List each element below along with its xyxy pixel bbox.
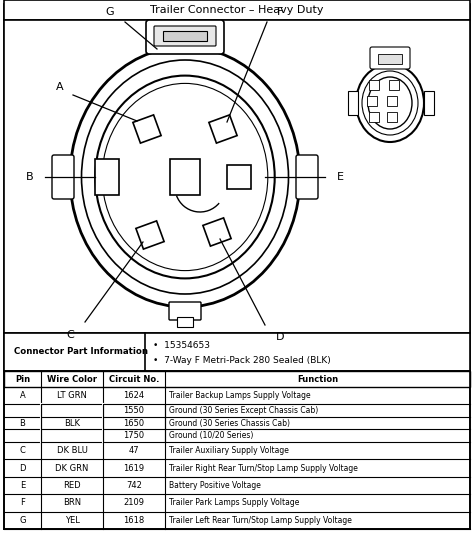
FancyBboxPatch shape bbox=[163, 31, 207, 41]
Bar bbox=[4, 20, 470, 333]
Bar bbox=[387, 112, 397, 122]
Text: 1650: 1650 bbox=[123, 419, 145, 427]
FancyBboxPatch shape bbox=[296, 155, 318, 199]
Bar bbox=[95, 159, 119, 195]
Ellipse shape bbox=[95, 76, 275, 278]
Text: •  7-Way F Metri-Pack 280 Sealed (BLK): • 7-Way F Metri-Pack 280 Sealed (BLK) bbox=[153, 356, 331, 365]
Text: E: E bbox=[20, 481, 25, 490]
Text: Trailer Connector – Heavy Duty: Trailer Connector – Heavy Duty bbox=[150, 5, 324, 15]
Ellipse shape bbox=[70, 47, 300, 307]
Text: LT GRN: LT GRN bbox=[57, 391, 87, 400]
FancyBboxPatch shape bbox=[154, 26, 216, 46]
FancyBboxPatch shape bbox=[52, 155, 74, 199]
Ellipse shape bbox=[356, 64, 424, 142]
Text: F: F bbox=[277, 7, 283, 17]
Text: Pin: Pin bbox=[15, 375, 30, 384]
Text: 47: 47 bbox=[128, 446, 139, 455]
Text: 742: 742 bbox=[126, 481, 142, 490]
Text: YEL: YEL bbox=[64, 516, 80, 525]
Text: D: D bbox=[19, 464, 26, 473]
Text: Trailer Park Lamps Supply Voltage: Trailer Park Lamps Supply Voltage bbox=[169, 498, 300, 507]
Text: BRN: BRN bbox=[63, 498, 81, 507]
Text: Trailer Backup Lamps Supply Voltage: Trailer Backup Lamps Supply Voltage bbox=[169, 391, 310, 400]
FancyBboxPatch shape bbox=[177, 317, 193, 327]
Text: Function: Function bbox=[297, 375, 338, 384]
Text: Connector Part Information: Connector Part Information bbox=[14, 348, 148, 357]
Text: •  15354653: • 15354653 bbox=[153, 341, 210, 350]
Text: Wire Color: Wire Color bbox=[47, 375, 97, 384]
Text: 1750: 1750 bbox=[123, 431, 145, 440]
Text: F: F bbox=[20, 498, 25, 507]
Text: 1550: 1550 bbox=[124, 406, 145, 415]
Bar bbox=[4, 0, 470, 20]
Text: 1618: 1618 bbox=[123, 516, 145, 525]
Text: Ground (30 Series Except Chassis Cab): Ground (30 Series Except Chassis Cab) bbox=[169, 406, 318, 415]
FancyBboxPatch shape bbox=[378, 54, 402, 64]
Bar bbox=[424, 91, 434, 115]
Text: E: E bbox=[337, 172, 344, 182]
Text: C: C bbox=[66, 330, 74, 340]
Text: BLK: BLK bbox=[64, 419, 80, 427]
Bar bbox=[367, 96, 377, 106]
Text: B: B bbox=[26, 172, 34, 182]
FancyBboxPatch shape bbox=[370, 47, 410, 69]
Text: Trailer Left Rear Turn/Stop Lamp Supply Voltage: Trailer Left Rear Turn/Stop Lamp Supply … bbox=[169, 516, 352, 525]
Text: Battery Positive Voltage: Battery Positive Voltage bbox=[169, 481, 261, 490]
Text: 1619: 1619 bbox=[123, 464, 145, 473]
Text: C: C bbox=[19, 446, 26, 455]
Bar bbox=[4, 371, 470, 387]
Text: DK GRN: DK GRN bbox=[55, 464, 89, 473]
Text: A: A bbox=[56, 82, 64, 92]
Bar bbox=[369, 80, 379, 90]
Text: G: G bbox=[19, 516, 26, 525]
Bar bbox=[387, 96, 397, 106]
Bar bbox=[369, 112, 379, 122]
FancyBboxPatch shape bbox=[146, 20, 224, 54]
Text: Circuit No.: Circuit No. bbox=[109, 375, 159, 384]
Polygon shape bbox=[209, 115, 237, 143]
Text: 2109: 2109 bbox=[124, 498, 145, 507]
Bar bbox=[4, 333, 470, 371]
Text: Ground (10/20 Series): Ground (10/20 Series) bbox=[169, 431, 254, 440]
Text: 1624: 1624 bbox=[123, 391, 145, 400]
Text: RED: RED bbox=[63, 481, 81, 490]
Bar bbox=[389, 80, 399, 90]
Text: D: D bbox=[276, 332, 284, 342]
Text: Trailer Auxiliary Supply Voltage: Trailer Auxiliary Supply Voltage bbox=[169, 446, 289, 455]
Text: B: B bbox=[19, 419, 26, 427]
Text: Trailer Right Rear Turn/Stop Lamp Supply Voltage: Trailer Right Rear Turn/Stop Lamp Supply… bbox=[169, 464, 358, 473]
Bar bbox=[348, 91, 358, 115]
Polygon shape bbox=[136, 221, 164, 249]
Text: A: A bbox=[19, 391, 26, 400]
Bar bbox=[227, 165, 251, 189]
Polygon shape bbox=[203, 218, 231, 246]
Ellipse shape bbox=[368, 77, 412, 129]
FancyBboxPatch shape bbox=[169, 302, 201, 320]
Bar bbox=[170, 159, 200, 195]
Text: Ground (30 Series Chassis Cab): Ground (30 Series Chassis Cab) bbox=[169, 419, 290, 427]
Text: DK BLU: DK BLU bbox=[56, 446, 87, 455]
Polygon shape bbox=[133, 115, 161, 143]
Text: G: G bbox=[106, 7, 114, 17]
